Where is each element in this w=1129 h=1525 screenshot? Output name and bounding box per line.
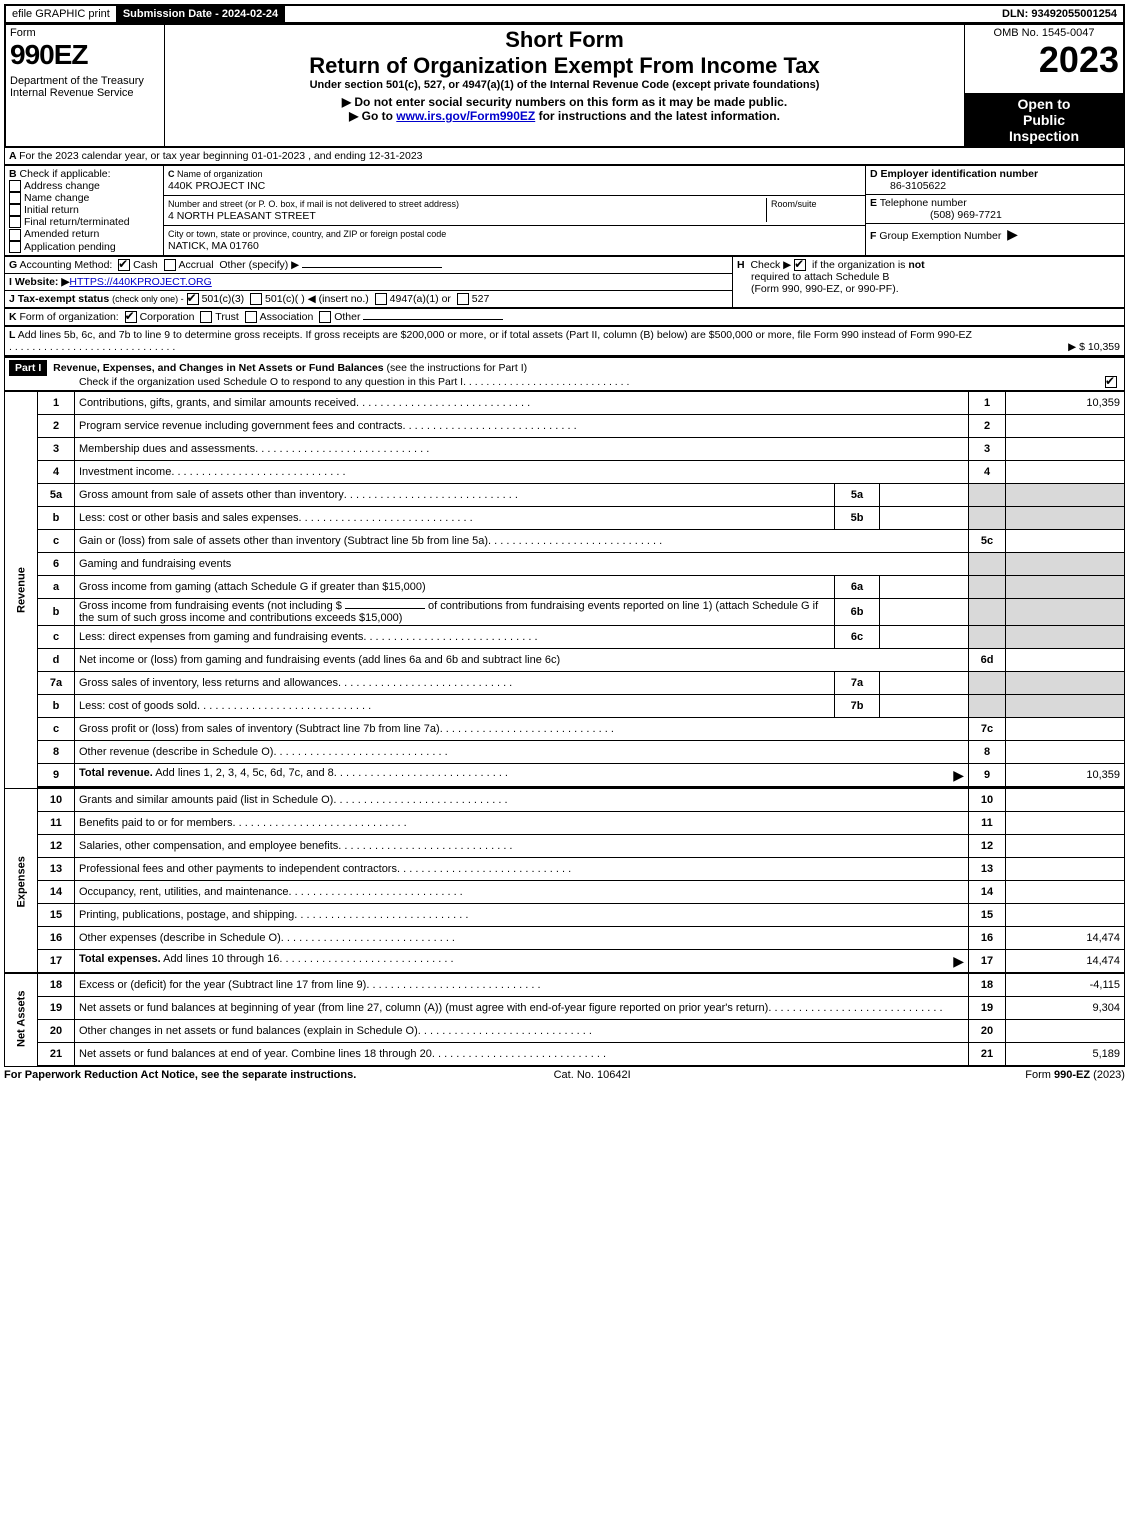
cat-no: Cat. No. 10642I [554,1069,631,1081]
g-h-block: G Accounting Method: Cash Accrual Other … [4,256,1125,308]
form-ref: Form 990-EZ (2023) [1025,1069,1125,1081]
tax-year: 2023 [969,39,1119,81]
check-amended-return[interactable] [9,229,21,241]
check-name-change[interactable] [9,192,21,204]
paperwork-notice: For Paperwork Reduction Act Notice, see … [4,1069,356,1081]
d-label: Employer identification number [881,168,1039,180]
check-501c[interactable] [250,293,262,305]
org-info-block: B Check if applicable: Address change Na… [4,165,1125,256]
j-label: Tax-exempt status [18,293,109,305]
inspection: Inspection [969,128,1119,144]
part1-tab: Part I [9,360,47,376]
contrib-amount-input[interactable] [345,608,425,609]
public: Public [969,112,1119,128]
irs-link[interactable]: www.irs.gov/Form990EZ [396,109,535,123]
check-accrual[interactable] [164,259,176,271]
check-association[interactable] [245,311,257,323]
instr-no-ssn: ▶ Do not enter social security numbers o… [169,95,960,109]
amt-9: 10,359 [1006,764,1125,788]
check-trust[interactable] [200,311,212,323]
street-address: 4 NORTH PLEASANT STREET [168,210,316,222]
amt-1: 10,359 [1006,392,1125,415]
form-number: 990EZ [10,39,160,71]
dln: DLN: 93492055001254 [996,6,1123,22]
submission-date: Submission Date - 2024-02-24 [117,6,285,22]
ein: 86-3105622 [870,180,946,192]
amt-17: 14,474 [1006,950,1125,974]
amt-18: -4,115 [1006,973,1125,997]
check-h[interactable] [794,259,806,271]
check-527[interactable] [457,293,469,305]
check-initial-return[interactable] [9,204,21,216]
other-specify-input[interactable] [302,267,442,268]
instr-goto: ▶ Go to www.irs.gov/Form990EZ for instru… [169,109,960,123]
amt-19: 9,304 [1006,997,1125,1020]
check-application-pending[interactable] [9,241,21,253]
subtitle: Under section 501(c), 527, or 4947(a)(1)… [169,79,960,91]
page-footer: For Paperwork Reduction Act Notice, see … [4,1067,1125,1083]
omb-number: OMB No. 1545-0047 [969,27,1119,39]
top-bar: efile GRAPHIC print Submission Date - 20… [4,4,1125,24]
arrow-icon: ▶ [1007,226,1018,242]
check-corporation[interactable] [125,311,137,323]
amt-21: 5,189 [1006,1043,1125,1067]
line-a-row: A For the 2023 calendar year, or tax yea… [4,148,1125,165]
form-header: Form 990EZ Department of the Treasury In… [4,24,1125,148]
room-label: Room/suite [771,199,817,209]
efile-label: efile GRAPHIC print [6,6,117,22]
part1-lines: Revenue 1 Contributions, gifts, grants, … [4,391,1125,1067]
line-k: K Form of organization: Corporation Trus… [4,308,1125,326]
gross-receipts: 10,359 [1088,341,1120,353]
other-org-input[interactable] [363,319,503,320]
form-word: Form [10,27,160,39]
check-4947[interactable] [375,293,387,305]
line-a: For the 2023 calendar year, or tax year … [19,150,422,162]
part1-header: Part I Revenue, Expenses, and Changes in… [4,356,1125,391]
short-form-title: Short Form [169,27,960,53]
open-to: Open to [969,96,1119,112]
check-final-return[interactable] [9,216,21,228]
check-cash[interactable] [118,259,130,271]
e-label: Telephone number [880,197,967,209]
check-address-change[interactable] [9,180,21,192]
amt-16: 14,474 [1006,927,1125,950]
main-title: Return of Organization Exempt From Incom… [169,53,960,79]
check-schedule-o[interactable] [1105,376,1117,388]
f-label: Group Exemption Number [879,230,1001,242]
dept-treasury: Department of the Treasury Internal Reve… [10,75,160,99]
netassets-label: Net Assets [5,973,38,1066]
i-label: Website: ▶ [15,276,70,288]
check-501c3[interactable] [187,293,199,305]
g-label: Accounting Method: [20,259,113,271]
line-l: L Add lines 5b, 6c, and 7b to line 9 to … [4,326,1125,356]
b-label: Check if applicable: [20,168,111,180]
expenses-label: Expenses [5,789,38,974]
revenue-label: Revenue [5,392,38,789]
telephone: (508) 969-7721 [870,209,1002,221]
check-other-org[interactable] [319,311,331,323]
website-link[interactable]: HTTPS://440KPROJECT.ORG [69,276,211,288]
org-name: 440K PROJECT INC [168,180,265,192]
city-state-zip: NATICK, MA 01760 [168,240,259,252]
